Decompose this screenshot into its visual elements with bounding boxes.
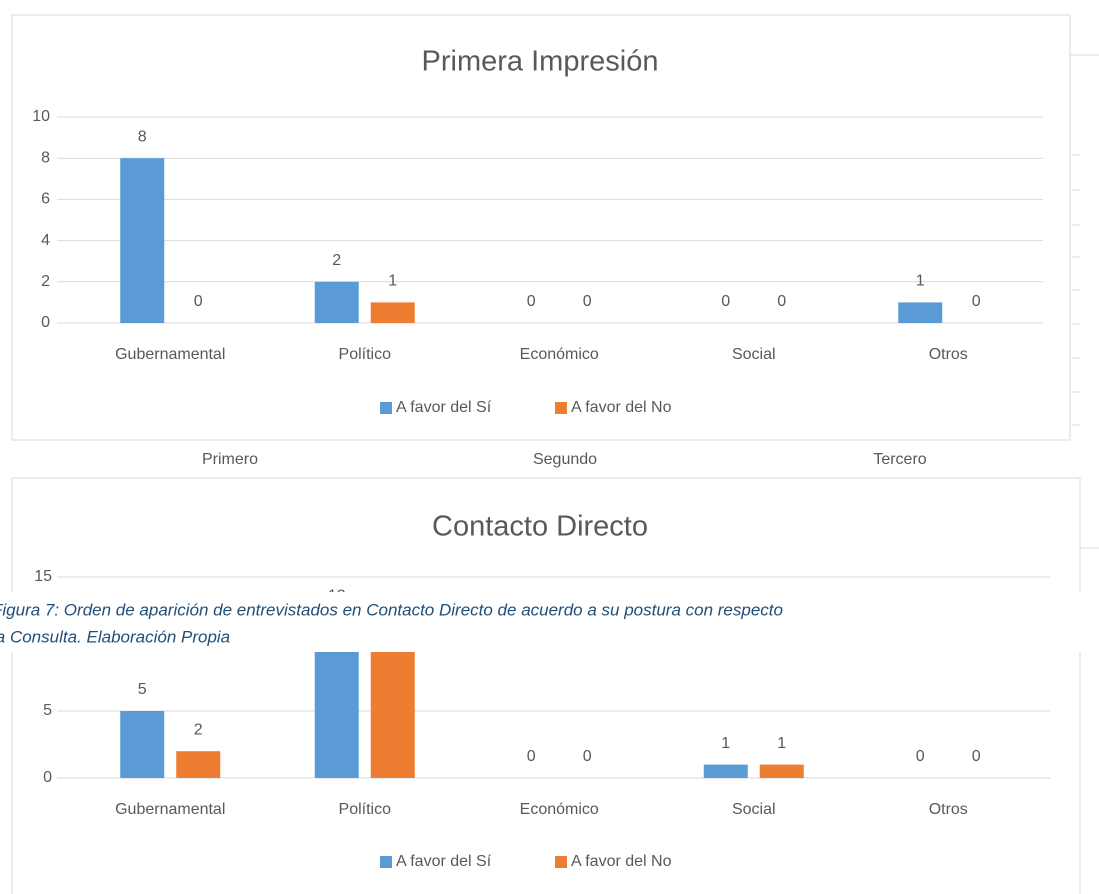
y-tick-label: 0 [41, 314, 50, 331]
x-tick-label: Político [339, 346, 392, 363]
data-label: 0 [583, 293, 592, 310]
legend-swatch [555, 402, 567, 414]
data-label: 1 [916, 273, 925, 290]
data-label: 0 [527, 748, 536, 765]
data-label: 1 [777, 735, 786, 752]
legend-label: A favor del Sí [396, 853, 492, 870]
x-tick-label: Gubernamental [115, 346, 225, 363]
background-category: Tercero [873, 451, 926, 468]
legend-swatch [380, 856, 392, 868]
chart: Primera Impresión0246810Gubernamental80P… [11, 14, 1071, 441]
chart: Contacto Directo051015Gubernamental52Pol… [11, 477, 1081, 894]
bar [176, 751, 221, 778]
background-category: Primero [202, 451, 258, 468]
bar [370, 630, 415, 778]
data-label: 0 [777, 293, 786, 310]
y-tick-label: 15 [34, 568, 52, 585]
y-tick-label: 5 [43, 702, 52, 719]
legend-label: A favor del Sí [396, 399, 492, 416]
x-tick-label: Otros [929, 801, 968, 818]
bar [120, 711, 165, 778]
y-tick-label: 8 [41, 149, 50, 166]
x-tick-label: Gubernamental [115, 801, 225, 818]
data-label: 2 [194, 721, 203, 738]
bar [898, 302, 943, 323]
data-label: 8 [138, 128, 147, 145]
data-label: 5 [138, 681, 147, 698]
caption-line: Figura 7: Orden de aparición de entrevis… [0, 600, 783, 619]
x-tick-label: Político [339, 801, 392, 818]
data-label: 0 [194, 293, 203, 310]
data-label: 0 [583, 748, 592, 765]
y-tick-label: 4 [41, 232, 50, 249]
legend-swatch [555, 856, 567, 868]
chart-frame [11, 477, 1081, 894]
caption: Figura 7: Orden de aparición de entrevis… [0, 592, 1099, 652]
x-tick-label: Otros [929, 346, 968, 363]
decor [1070, 54, 1099, 549]
data-label: 2 [332, 252, 341, 269]
data-label: 0 [721, 293, 730, 310]
bar [314, 281, 359, 323]
legend-label: A favor del No [571, 399, 672, 416]
y-tick-label: 0 [43, 769, 52, 786]
x-tick-label: Social [732, 801, 776, 818]
bar [370, 302, 415, 323]
x-tick-label: Económico [520, 801, 599, 818]
y-tick-label: 6 [41, 191, 50, 208]
chart-frame [11, 14, 1071, 441]
y-tick-label: 2 [41, 273, 50, 290]
data-label: 0 [972, 293, 981, 310]
legend-swatch [380, 402, 392, 414]
bar [120, 158, 165, 323]
x-tick-label: Económico [520, 346, 599, 363]
data-label: 1 [721, 735, 730, 752]
legend-label: A favor del No [571, 853, 672, 870]
chart-title: Contacto Directo [432, 511, 648, 543]
caption-background [0, 592, 1099, 652]
data-label: 0 [972, 748, 981, 765]
data-label: 0 [527, 293, 536, 310]
caption-line: la Consulta. Elaboración Propia [0, 627, 230, 646]
charts: Primera Impresión0246810Gubernamental80P… [11, 14, 1081, 894]
y-tick-label: 10 [32, 108, 50, 125]
x-tick-label: Social [732, 346, 776, 363]
data-label: 1 [388, 273, 397, 290]
background-category: Segundo [533, 451, 597, 468]
chart-title: Primera Impresión [422, 46, 659, 78]
data-label: 0 [916, 748, 925, 765]
bar [703, 764, 748, 778]
bar [759, 764, 804, 778]
